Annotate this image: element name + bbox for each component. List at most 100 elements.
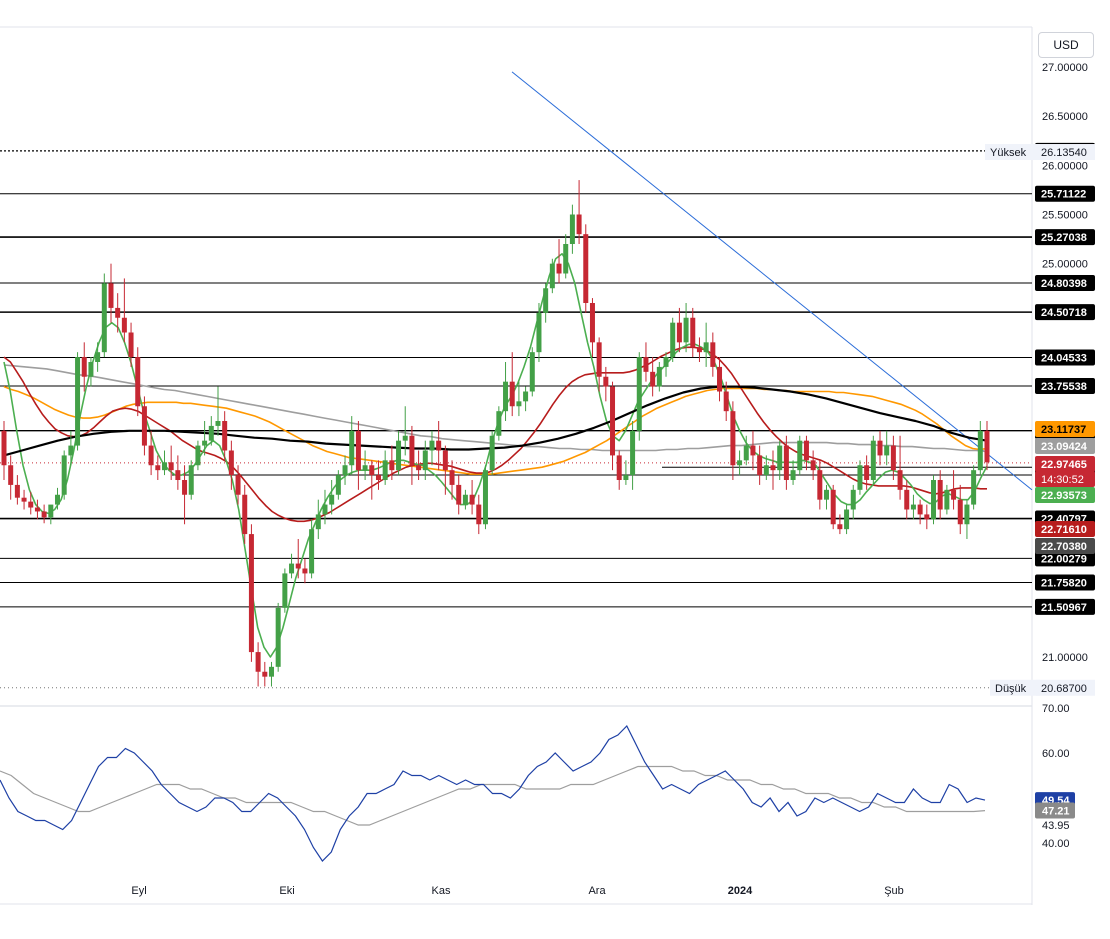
price-tick-label: 26.50000 bbox=[1042, 111, 1088, 123]
candle-body bbox=[890, 445, 896, 471]
candle-body bbox=[168, 462, 174, 471]
candle-body bbox=[690, 317, 696, 348]
current-price-tag bbox=[1035, 456, 1095, 472]
candle-body bbox=[603, 376, 609, 387]
ma-gray-line bbox=[3, 364, 988, 453]
candle-body bbox=[389, 460, 395, 471]
ma-orange-line bbox=[3, 385, 988, 475]
level-tag-label: 21.50967 bbox=[1041, 602, 1087, 614]
candle-body bbox=[951, 489, 957, 500]
candle-body bbox=[235, 475, 241, 495]
candle-body bbox=[703, 342, 709, 353]
level-tag bbox=[1035, 378, 1095, 395]
high-value-bg bbox=[1036, 144, 1095, 161]
candle-body bbox=[529, 352, 535, 392]
candle-body bbox=[824, 489, 830, 500]
candle-body bbox=[128, 332, 134, 358]
candle-body bbox=[596, 342, 602, 377]
candle-body bbox=[797, 440, 803, 471]
candle-body bbox=[355, 430, 361, 471]
candle-body bbox=[28, 501, 34, 508]
rsi-tick-label: 70.00 bbox=[1042, 703, 1070, 715]
candle-body bbox=[523, 391, 529, 402]
candle-body bbox=[910, 504, 916, 510]
candle-body bbox=[931, 480, 937, 520]
rsi-tick-label: 43.95 bbox=[1042, 820, 1070, 832]
candle-body bbox=[188, 465, 194, 495]
level-tag bbox=[1035, 229, 1095, 246]
current-price-tag-label: 22.93573 bbox=[1041, 490, 1087, 502]
low-value-bg bbox=[1036, 679, 1095, 696]
candle-body bbox=[817, 470, 823, 500]
candle-body bbox=[295, 563, 301, 569]
time-axis-label: Kas bbox=[432, 885, 451, 897]
currency-button[interactable]: USD bbox=[1038, 32, 1094, 58]
candle-body bbox=[88, 362, 94, 377]
candle-body bbox=[456, 484, 462, 505]
candle-body bbox=[777, 445, 783, 471]
candle-body bbox=[864, 465, 870, 480]
candle-body bbox=[315, 514, 321, 530]
candle-body bbox=[14, 484, 20, 498]
current-price-tag bbox=[1035, 471, 1095, 487]
candle-body bbox=[676, 322, 682, 343]
candle-body bbox=[141, 406, 147, 446]
high-value: 26.13540 bbox=[1041, 147, 1087, 159]
candle-body bbox=[8, 465, 14, 485]
candle-body bbox=[723, 391, 729, 412]
candle-body bbox=[763, 465, 769, 476]
high-tag-bg bbox=[985, 144, 1040, 161]
candle-body bbox=[95, 352, 101, 362]
candle-body bbox=[309, 529, 315, 574]
candle-body bbox=[984, 430, 990, 463]
candle-body bbox=[957, 499, 963, 525]
candle-body bbox=[161, 462, 167, 471]
candle-body bbox=[54, 494, 60, 505]
candle-body bbox=[870, 440, 876, 480]
current-price-tag-label: 22.70380 bbox=[1041, 541, 1087, 553]
level-tag bbox=[1035, 598, 1095, 615]
level-tag-label: 25.71122 bbox=[1041, 189, 1086, 201]
candle-body bbox=[275, 607, 281, 667]
candle-body bbox=[342, 465, 348, 476]
candle-body bbox=[182, 480, 188, 495]
candle-body bbox=[322, 504, 328, 515]
level-tag bbox=[1035, 574, 1095, 591]
time-axis-label: 2024 bbox=[728, 885, 753, 897]
price-tick-label: 25.50000 bbox=[1042, 210, 1088, 222]
time-axis-label: Eyl bbox=[131, 885, 146, 897]
candle-body bbox=[556, 263, 562, 274]
candle-body bbox=[650, 371, 656, 387]
level-tag-label: 24.50718 bbox=[1041, 307, 1087, 319]
time-axis-label: Şub bbox=[884, 885, 904, 897]
candle-body bbox=[262, 671, 268, 677]
candle-body bbox=[449, 470, 455, 485]
candle-body bbox=[770, 465, 776, 471]
candle-body bbox=[757, 455, 763, 476]
candle-body bbox=[215, 421, 221, 426]
level-tag bbox=[1035, 304, 1095, 321]
candle-body bbox=[268, 666, 274, 677]
candle-body bbox=[208, 425, 214, 441]
candle-body bbox=[75, 357, 81, 446]
candle-body bbox=[81, 357, 87, 377]
candle-body bbox=[730, 411, 736, 466]
high-label: Yüksek bbox=[990, 147, 1027, 159]
candle-body bbox=[375, 475, 381, 480]
candle-body bbox=[964, 504, 970, 525]
candle-body bbox=[737, 460, 743, 466]
candle-body bbox=[228, 450, 234, 476]
candle-body bbox=[496, 411, 502, 436]
candle-body bbox=[482, 470, 488, 525]
level-tag bbox=[1035, 349, 1095, 366]
level-tag-label: 23.75538 bbox=[1041, 381, 1087, 393]
candle-body bbox=[489, 435, 495, 471]
candle-body bbox=[135, 357, 141, 407]
time-axis-label: Ara bbox=[588, 885, 606, 897]
candle-body bbox=[195, 445, 201, 466]
candle-body bbox=[242, 494, 248, 535]
candle-body bbox=[382, 460, 388, 480]
price-tick-label: 27.00000 bbox=[1042, 62, 1088, 74]
candle-body bbox=[663, 357, 669, 367]
